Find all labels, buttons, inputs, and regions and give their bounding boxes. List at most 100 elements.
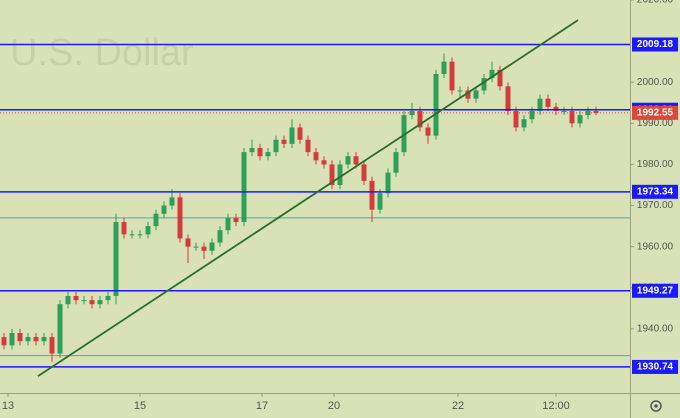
candle-body [489, 69, 495, 79]
candle-body [201, 246, 207, 251]
candle-body [321, 160, 327, 165]
level-label-box [632, 184, 678, 199]
candle-body [289, 127, 295, 144]
candle-body [73, 295, 79, 301]
candle-body [41, 337, 47, 342]
candle-body [593, 110, 599, 113]
time-axis [0, 393, 630, 418]
trendline [37, 19, 579, 377]
candle-body [89, 300, 95, 305]
candle-body [457, 90, 463, 92]
candle-body [433, 73, 439, 136]
level-label: 1949.27 [637, 285, 674, 296]
candle-body [105, 295, 111, 301]
level-label: 1930.74 [637, 362, 674, 373]
candle-body [161, 205, 167, 214]
y-tick-label: 1970.00 [637, 200, 674, 211]
candle-body [49, 337, 55, 354]
candle-body [265, 152, 271, 157]
candle-body [249, 147, 255, 153]
x-tick-label: 15 [134, 400, 146, 412]
candle-body [425, 127, 431, 136]
candle-body [209, 242, 215, 251]
candle-body [569, 110, 575, 124]
candle-body [545, 98, 551, 107]
candle-body [25, 337, 31, 342]
candle-body [393, 152, 399, 173]
candle-body [281, 139, 287, 144]
x-tick-label: 17 [256, 400, 268, 412]
candle-body [345, 156, 351, 165]
y-tick-label: 2000.00 [637, 77, 674, 88]
candle-body [553, 106, 559, 111]
y-tick-label: 1990.00 [637, 118, 674, 129]
gear[interactable] [650, 400, 662, 412]
candle-body [537, 98, 543, 111]
candle-body [9, 332, 15, 346]
candle-body [97, 300, 103, 305]
y-tick-label: 1960.00 [637, 241, 674, 252]
candle-body [481, 78, 487, 91]
current-price-label: 1992.55 [637, 107, 674, 118]
candle-body [17, 332, 23, 342]
candle-body [81, 300, 87, 302]
candle-body [57, 304, 63, 354]
candle-body [449, 61, 455, 91]
watermark: U.S. Dollar [10, 32, 194, 74]
x-tick-label: 13 [2, 400, 14, 412]
candle-body [561, 110, 567, 112]
candle-body [113, 221, 119, 296]
candle-body [121, 221, 127, 235]
candle-body [473, 90, 479, 99]
y-tick-label: 1940.00 [637, 324, 674, 335]
current-price-box [632, 105, 678, 120]
candle-body [193, 246, 199, 248]
candle-body [225, 217, 231, 231]
level-label: 1973.34 [637, 186, 674, 197]
level-label: 2009.18 [637, 39, 674, 50]
candle-body [497, 69, 503, 87]
candle-body [377, 193, 383, 210]
candle-body [137, 234, 143, 236]
candle-body [313, 152, 319, 161]
plot-background [0, 0, 630, 393]
candle-body [297, 127, 303, 140]
candle-body [153, 213, 159, 227]
level-label-box [632, 37, 678, 52]
candle-body [361, 164, 367, 181]
candle-body [169, 197, 175, 206]
candle-body [1, 337, 7, 346]
candle-body [577, 115, 583, 124]
level-label-box [632, 283, 678, 298]
y-tick-label: 2020.00 [637, 0, 674, 6]
candle-body [401, 115, 407, 153]
candle-body [65, 295, 71, 305]
candle-body [529, 110, 535, 120]
candle-body [369, 180, 375, 210]
candle-body [505, 86, 511, 111]
candle-body [33, 337, 39, 342]
candle-body [305, 139, 311, 153]
level-label-box [632, 359, 678, 374]
settings-icon[interactable] [650, 400, 662, 412]
y-tick-label: 1980.00 [637, 159, 674, 170]
x-tick-label: 22 [452, 400, 464, 412]
x-tick-label: 12:00 [542, 400, 570, 412]
candle-body [513, 110, 519, 128]
candle-body [177, 197, 183, 239]
candle-body [329, 164, 335, 185]
candle-body [145, 226, 151, 235]
candle-body [337, 164, 343, 185]
candle-body [465, 90, 471, 99]
candle-body [273, 139, 279, 153]
candle-body [217, 230, 223, 243]
gear-center[interactable] [654, 404, 658, 408]
candle-body [521, 119, 527, 128]
candle-body [441, 61, 447, 74]
candle-body [417, 110, 423, 128]
candle-body [385, 172, 391, 194]
candle-body [257, 147, 263, 157]
x-tick-label: 20 [328, 400, 340, 412]
candle-body [185, 238, 191, 247]
